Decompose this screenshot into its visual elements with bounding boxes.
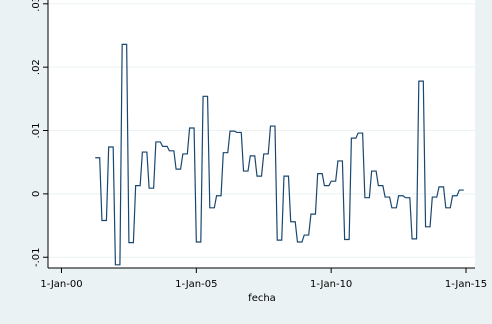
y-tick-label: -.01 (31, 247, 42, 267)
x-tick-label: 1-Jan-15 (445, 279, 487, 290)
x-tick-label: 1-Jan-05 (175, 279, 217, 290)
x-tick-label: 1-Jan-00 (40, 279, 82, 290)
y-tick-label: 0 (31, 191, 42, 197)
x-axis-title: fecha (248, 293, 276, 304)
plot-area (48, 0, 475, 268)
y-tick-label: .02 (31, 59, 42, 75)
data-line (95, 43, 464, 266)
y-tick-label: .03 (31, 0, 42, 12)
x-tick-label: 1-Jan-10 (310, 279, 352, 290)
y-tick-label: .01 (31, 123, 42, 139)
